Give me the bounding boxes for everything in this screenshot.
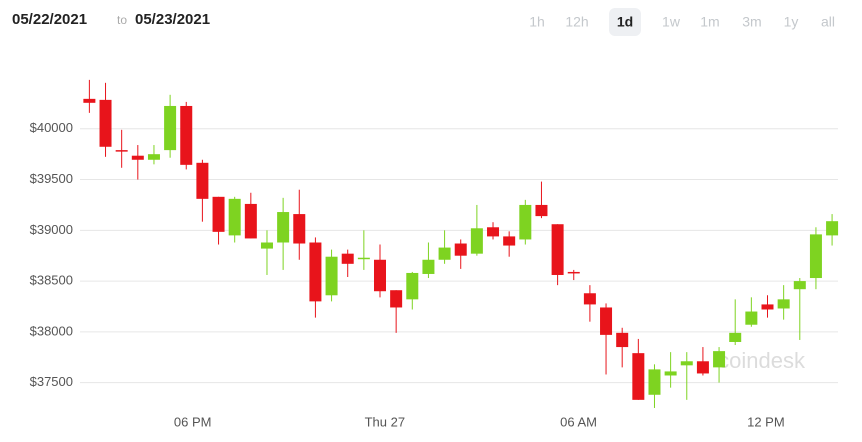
range-button[interactable]: all [821, 14, 835, 30]
end-date: 05/23/2021 [135, 11, 210, 28]
candle-body [551, 224, 564, 275]
range-button[interactable]: 1d [617, 14, 633, 30]
y-tick-label: $39000 [30, 222, 73, 237]
range-button-bg[interactable] [609, 8, 641, 36]
date-separator: to [117, 13, 127, 27]
y-tick-label: $38500 [30, 273, 73, 288]
candle-body [503, 236, 516, 246]
range-button[interactable]: 1y [784, 14, 799, 30]
candle-body [99, 99, 112, 147]
candle-body [567, 271, 580, 274]
candle-body [583, 293, 596, 305]
y-tick-label: $37500 [30, 374, 73, 389]
candle-body [664, 371, 677, 376]
candle-body [826, 221, 839, 236]
range-button[interactable]: 1h [529, 14, 545, 30]
candle-body [83, 98, 96, 103]
candle-body [600, 307, 613, 335]
candle-body [454, 243, 467, 256]
candle-body [228, 198, 241, 236]
candle-body [535, 204, 548, 217]
x-tick-label: 12 PM [747, 414, 785, 429]
candle-body [632, 353, 645, 400]
candle-body [761, 304, 774, 310]
candle-body [196, 162, 209, 199]
candle-body [470, 228, 483, 254]
candle-body [341, 253, 354, 264]
candle-body [212, 196, 225, 232]
candle-body [390, 290, 403, 308]
candle-body [309, 242, 322, 302]
candle-body [115, 150, 128, 152]
range-button[interactable]: 1m [700, 14, 719, 30]
candle-body [729, 332, 742, 342]
candle-body [680, 361, 693, 366]
candle-body [164, 105, 177, 151]
candle-body [745, 311, 758, 325]
watermark: coindesk [718, 348, 806, 373]
candle-body [422, 259, 435, 274]
range-button[interactable]: 12h [565, 14, 588, 30]
x-tick-label: 06 PM [174, 414, 212, 429]
candle-body [357, 257, 370, 260]
candle-body [374, 259, 386, 292]
candle-body [180, 105, 193, 165]
candle-body [293, 214, 306, 244]
x-tick-label: 06 AM [560, 414, 597, 429]
x-tick-label: Thu 27 [365, 414, 405, 429]
candle-body [244, 203, 257, 239]
candle-body [131, 155, 144, 160]
candle-body [713, 351, 726, 368]
candle-body [616, 332, 629, 348]
candle-body [777, 299, 790, 309]
y-tick-label: $38000 [30, 323, 73, 338]
candle-body [147, 154, 160, 160]
candle-body [438, 247, 451, 260]
range-button[interactable]: 3m [742, 14, 761, 30]
candle-body [696, 361, 709, 374]
candle-body [809, 234, 822, 279]
y-tick-label: $40000 [30, 120, 73, 135]
candle-body [793, 281, 806, 290]
candle-body [260, 242, 273, 249]
start-date: 05/22/2021 [12, 11, 87, 28]
range-button[interactable]: 1w [662, 14, 681, 30]
candle-body [325, 256, 338, 296]
candle-body [487, 227, 500, 237]
y-tick-label: $39500 [30, 171, 73, 186]
candle-body [519, 204, 532, 240]
candle-body [648, 369, 661, 395]
candle-body [406, 272, 419, 300]
candle-body [277, 212, 290, 243]
